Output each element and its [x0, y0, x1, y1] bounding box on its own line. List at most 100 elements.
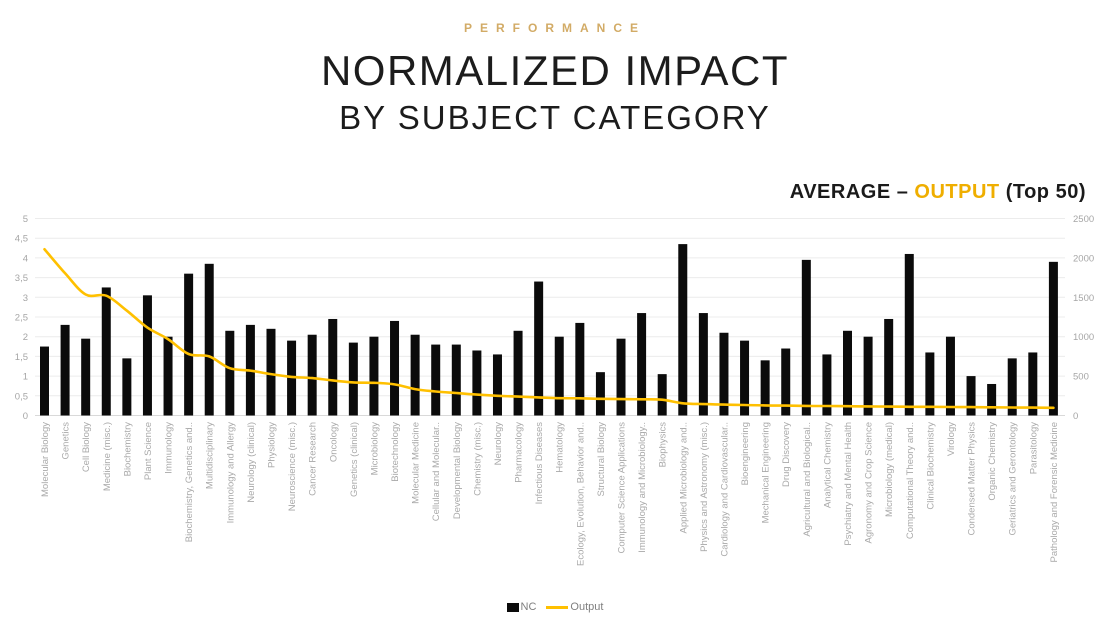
x-axis-label: Genetics (clinical) — [349, 422, 360, 497]
nc-bar — [1007, 358, 1017, 416]
nc-bar — [1028, 352, 1038, 416]
x-axis-label: Ecology, Evolution, Behavior and.. — [575, 422, 586, 566]
nc-bar — [843, 330, 853, 416]
output-line — [43, 247, 1055, 410]
x-axis-label: Neuroscience (misc.) — [287, 422, 298, 511]
x-axis-label: Molecular Biology — [40, 422, 51, 497]
nc-bar — [410, 334, 420, 416]
nc-bar — [719, 332, 729, 416]
x-axis-label: Medicine (misc.) — [102, 422, 113, 491]
x-axis-label: Condensed Matter Physics — [967, 422, 978, 536]
x-axis-label: Neurology (clinical) — [246, 422, 257, 503]
y-axis-label-right: 2500 — [1073, 214, 1094, 225]
nc-bar — [451, 344, 461, 416]
x-axis-label: Mechanical Engineering — [761, 422, 772, 523]
x-axis-label: Molecular Medicine — [411, 422, 422, 504]
nc-bar — [904, 253, 914, 416]
y-axis-label-right: 500 — [1073, 372, 1089, 383]
x-axis-label: Organic Chemistry — [987, 422, 998, 501]
nc-bar — [863, 336, 873, 416]
caption-suffix: (Top 50) — [999, 181, 1086, 203]
x-axis-label: Applied Microbiology and.. — [678, 422, 689, 533]
nc-bar — [369, 336, 379, 416]
nc-bar — [945, 336, 955, 416]
x-axis-label: Hematology — [555, 422, 566, 473]
nc-bar — [698, 313, 708, 416]
chart-title: NORMALIZED IMPACT — [320, 47, 790, 94]
x-axis-label: Neurology — [493, 422, 504, 466]
nc-bar — [781, 348, 791, 416]
chart-legend: NC Output — [0, 601, 1110, 613]
x-axis-label: Cancer Research — [308, 422, 319, 496]
nc-bar — [307, 334, 317, 416]
y-axis-label-left: 4,5 — [15, 234, 28, 245]
nc-bar — [637, 313, 647, 416]
y-axis-label-left: 4 — [23, 253, 28, 264]
y-axis-label-right: 1000 — [1073, 332, 1094, 343]
y-axis-label-left: 3,5 — [15, 273, 28, 284]
nc-bar — [184, 273, 194, 416]
x-axis-label: Physics and Astronomy (misc.) — [699, 422, 710, 552]
nc-bar — [575, 322, 585, 416]
nc-bar — [925, 352, 935, 416]
nc-bar — [390, 320, 400, 416]
nc-bar — [122, 358, 132, 416]
nc-bar — [472, 350, 482, 416]
nc-bar — [595, 372, 605, 416]
y-axis-label-left: 0 — [23, 411, 28, 422]
x-axis-label: Immunology and Allergy — [225, 422, 236, 524]
x-axis-label: Biotechnology — [390, 422, 401, 482]
x-axis-label: Multidisciplinary — [205, 422, 216, 489]
x-axis-label: Microbiology (medical) — [884, 422, 895, 517]
x-axis-label: Psychiatry and Mental Health — [843, 422, 854, 546]
nc-bar — [657, 374, 667, 416]
nc-bar — [40, 346, 49, 416]
x-axis-label: Cardiology and Cardiovascular.. — [719, 422, 730, 557]
nc-bar — [554, 336, 564, 416]
x-axis-label: Bioengineering — [740, 422, 751, 485]
x-axis-label: Geriatrics and Gerontology — [1008, 422, 1019, 536]
x-axis-label: Virology — [946, 422, 957, 456]
nc-bar — [740, 340, 750, 416]
nc-bar — [1048, 261, 1058, 416]
x-axis-label: Pharmacology — [514, 422, 525, 483]
nc-legend-swatch — [506, 602, 519, 612]
nc-bar — [822, 354, 832, 416]
x-axis-label: Oncology — [328, 422, 339, 462]
nc-bar — [328, 318, 338, 416]
nc-bar — [760, 360, 770, 416]
nc-bar — [987, 383, 997, 416]
y-axis-label-left: 3 — [23, 293, 28, 304]
x-axis-label: Clinical Biochemistry — [925, 422, 936, 510]
x-axis-label: Immunology and Microbiology.. — [637, 422, 648, 553]
nc-bar — [60, 324, 70, 416]
nc-bar — [534, 281, 544, 416]
nc-bar — [513, 330, 523, 416]
x-axis-label: Pathology and Forensic Medicine — [1049, 422, 1060, 562]
nc-bar — [81, 338, 91, 416]
x-axis-label: Physiology — [266, 422, 277, 468]
x-axis-label: Immunology — [164, 422, 175, 474]
average-output-caption: AVERAGE – OUTPUT (Top 50) — [790, 181, 1086, 204]
x-axis-label: Computational Theory and.. — [905, 422, 916, 539]
nc-bar — [225, 330, 235, 416]
nc-bar — [431, 344, 441, 416]
nc-bar — [884, 318, 894, 416]
x-axis-label: Biophysics — [658, 422, 669, 468]
x-axis-label: Agronomy and Crop Science — [864, 422, 875, 543]
caption-prefix: AVERAGE – — [789, 181, 915, 203]
x-axis-label: Cellular and Molecular.. — [431, 422, 442, 521]
nc-bar — [492, 354, 502, 416]
x-axis-label: Drug Discovery — [781, 422, 792, 487]
caption-highlight: OUTPUT — [914, 181, 1000, 203]
nc-bar — [101, 287, 111, 416]
nc-bar — [204, 263, 214, 416]
nc-legend-label: NC — [520, 601, 537, 613]
nc-bar — [966, 376, 976, 416]
nc-bar — [348, 342, 358, 416]
performance-eyebrow: PERFORMANCE — [463, 21, 646, 35]
x-axis-label: Parasitology — [1028, 422, 1039, 475]
nc-bar — [163, 336, 173, 416]
y-axis-label-right: 1500 — [1073, 293, 1094, 304]
